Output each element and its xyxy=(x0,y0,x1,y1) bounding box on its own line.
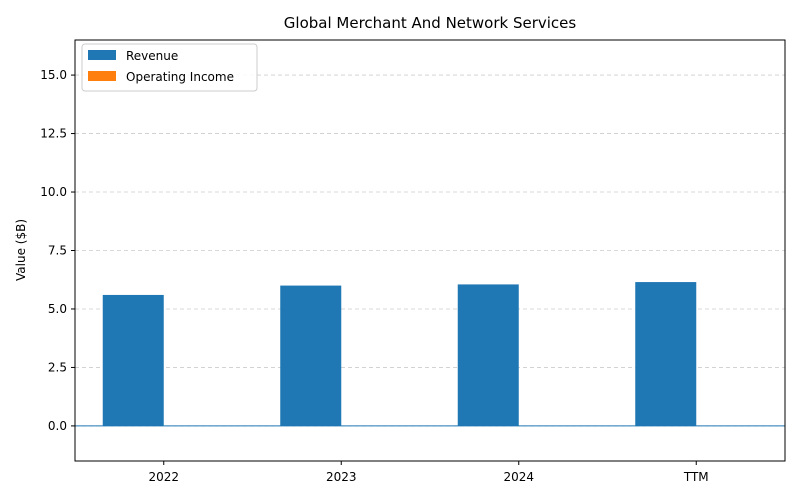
legend-label: Revenue xyxy=(126,49,178,63)
legend-label: Operating Income xyxy=(126,70,234,84)
y-tick-label: 5.0 xyxy=(48,302,67,316)
y-tick-label: 2.5 xyxy=(48,360,67,374)
y-tick-label: 7.5 xyxy=(48,244,67,258)
legend: Revenue Operating Income xyxy=(81,43,258,92)
y-tick-label: 10.0 xyxy=(40,185,67,199)
y-tick-label: 15.0 xyxy=(40,68,67,82)
y-axis-ticks: 0.0 2.5 5.0 7.5 10.0 12.5 15.0 xyxy=(40,68,75,433)
x-tick-label: 2024 xyxy=(503,470,534,484)
bar-revenue-2022 xyxy=(102,294,164,426)
y-axis-title: Value ($B) xyxy=(14,219,28,281)
y-tick-label: 0.0 xyxy=(48,419,67,433)
bar-revenue-ttm xyxy=(635,282,697,426)
bars xyxy=(102,282,697,426)
x-tick-label: 2022 xyxy=(148,470,179,484)
bar-revenue-2024 xyxy=(457,284,519,426)
legend-swatch xyxy=(88,71,116,81)
x-tick-label: 2023 xyxy=(326,470,357,484)
legend-swatch xyxy=(88,50,116,60)
legend-frame xyxy=(81,43,258,92)
x-axis-ticks: 2022 2023 2024 TTM xyxy=(148,461,709,484)
x-tick-label: TTM xyxy=(683,470,709,484)
chart-title: Global Merchant And Network Services xyxy=(284,14,577,32)
y-tick-label: 12.5 xyxy=(40,127,67,141)
bar-revenue-2023 xyxy=(280,285,342,426)
